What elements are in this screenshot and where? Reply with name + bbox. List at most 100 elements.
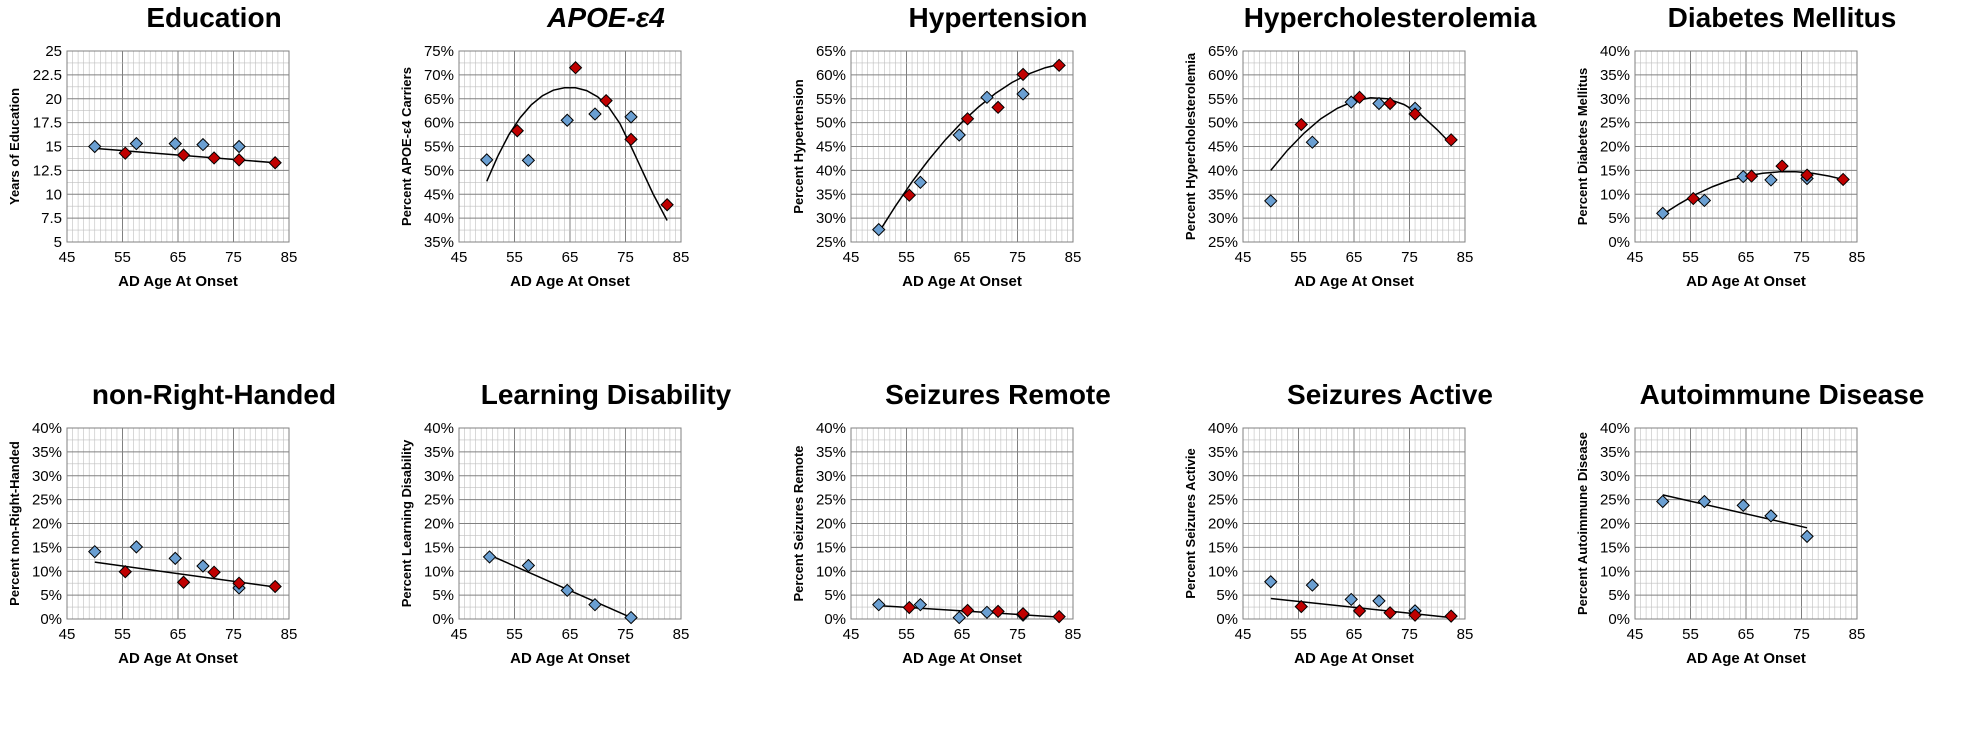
plot-border bbox=[66, 427, 290, 620]
chart-panel-9: Seizures Active 0% 5% 10% 15% 20% 25% 30% 35% 40%… bbox=[1176, 377, 1568, 754]
y-tick-label: 40% bbox=[816, 162, 846, 179]
data-point-blue bbox=[1697, 494, 1712, 509]
data-point-blue bbox=[1344, 592, 1358, 607]
x-tick-label: 75 bbox=[1793, 626, 1810, 643]
data-point-red bbox=[176, 148, 191, 162]
chart-title: APOE-ε4 bbox=[546, 2, 665, 33]
data-point-red bbox=[1294, 117, 1308, 132]
y-tick-label: 25% bbox=[32, 492, 62, 509]
data-point-red bbox=[510, 124, 524, 138]
data-point-blue bbox=[872, 597, 886, 612]
x-tick-label: 45 bbox=[451, 249, 468, 266]
x-tick-label: 55 bbox=[1290, 249, 1307, 266]
chart-panel-1: Education 5 7.5 10 12.5 15 17.5 20 22.5 25 45 55 65 7… bbox=[0, 0, 392, 377]
data-point-red bbox=[1686, 191, 1700, 206]
data-point-blue bbox=[1372, 594, 1386, 608]
x-tick-label: 45 bbox=[59, 249, 76, 266]
x-tick-label: 45 bbox=[1235, 626, 1252, 643]
y-tick-label: 35% bbox=[424, 444, 454, 461]
y-tick-label: 20 bbox=[45, 91, 62, 108]
x-tick-label: 85 bbox=[673, 249, 690, 266]
y-tick-label: 0% bbox=[1608, 234, 1630, 251]
data-point-blue bbox=[1736, 498, 1750, 513]
data-point-blue bbox=[1656, 206, 1670, 221]
x-axis-label: AD Age At Onset bbox=[902, 273, 1022, 290]
x-tick-label: 85 bbox=[281, 249, 298, 266]
y-tick-label: 5% bbox=[1608, 587, 1630, 604]
y-tick-label: 35% bbox=[1600, 444, 1630, 461]
data-point-blue bbox=[913, 175, 928, 190]
y-tick-label: 25 bbox=[45, 43, 62, 60]
x-axis-label: AD Age At Onset bbox=[1686, 273, 1806, 290]
y-tick-label: 40% bbox=[1208, 162, 1238, 179]
data-point-red bbox=[1836, 172, 1850, 187]
y-tick-label: 25% bbox=[816, 234, 846, 251]
x-tick-label: 85 bbox=[1457, 249, 1474, 266]
data-point-blue bbox=[232, 139, 246, 154]
trend-line bbox=[878, 63, 1060, 233]
data-point-blue bbox=[952, 610, 966, 625]
chart-svg: Hypertension 25% 30% 35% 40% 45% 50% 55% 60% 65% 4… bbox=[791, 2, 1087, 290]
x-tick-label: 65 bbox=[170, 626, 187, 643]
data-point-red bbox=[960, 603, 975, 618]
x-tick-label: 55 bbox=[898, 249, 915, 266]
y-tick-label: 25% bbox=[424, 492, 454, 509]
data-point-red bbox=[1016, 67, 1030, 82]
trend-line bbox=[1662, 494, 1808, 529]
data-point-blue bbox=[1656, 494, 1670, 509]
y-tick-label: 10% bbox=[424, 563, 454, 580]
x-tick-label: 55 bbox=[506, 249, 523, 266]
y-tick-label: 10% bbox=[816, 563, 846, 580]
x-tick-label: 55 bbox=[114, 249, 131, 266]
chart-svg: Learning Disability 0% 5% 10% 15% 20% 25% 30% 35… bbox=[399, 379, 732, 667]
y-axis-label: Percent Seizures Activie bbox=[1183, 448, 1198, 599]
y-tick-label: 60% bbox=[424, 115, 454, 132]
chart-svg: Seizures Remote 0% 5% 10% 15% 20% 25% 30% 35% 40%… bbox=[791, 379, 1111, 667]
data-point-blue bbox=[1264, 194, 1278, 208]
x-tick-label: 75 bbox=[1009, 249, 1026, 266]
y-tick-label: 25% bbox=[1600, 492, 1630, 509]
x-tick-label: 75 bbox=[225, 249, 242, 266]
data-point-red bbox=[660, 198, 674, 212]
data-point-blue bbox=[168, 136, 182, 151]
x-tick-label: 45 bbox=[843, 626, 860, 643]
data-point-blue bbox=[1264, 575, 1278, 589]
x-tick-label: 85 bbox=[1065, 626, 1082, 643]
data-point-red bbox=[207, 151, 221, 165]
y-tick-label: 5% bbox=[1216, 587, 1238, 604]
y-tick-label: 30% bbox=[1600, 91, 1630, 108]
x-axis-label: AD Age At Onset bbox=[1294, 273, 1414, 290]
data-point-red bbox=[1352, 604, 1367, 618]
x-tick-label: 85 bbox=[281, 626, 298, 643]
y-tick-label: 5% bbox=[824, 587, 846, 604]
y-tick-label: 5 bbox=[54, 234, 62, 251]
x-tick-label: 45 bbox=[1627, 249, 1644, 266]
data-point-blue bbox=[980, 605, 994, 620]
trend-line bbox=[489, 554, 632, 619]
x-tick-label: 65 bbox=[170, 249, 187, 266]
y-tick-label: 30% bbox=[1208, 468, 1238, 485]
data-point-blue bbox=[521, 153, 536, 168]
y-tick-label: 20% bbox=[32, 516, 62, 533]
data-point-red bbox=[1383, 96, 1397, 111]
y-tick-label: 30% bbox=[424, 468, 454, 485]
y-tick-label: 40% bbox=[816, 420, 846, 437]
y-tick-label: 40% bbox=[1208, 420, 1238, 437]
x-tick-label: 85 bbox=[1457, 626, 1474, 643]
y-tick-label: 10% bbox=[1600, 186, 1630, 203]
y-axis-label: Percent Diabetes Mellitus bbox=[1575, 68, 1590, 226]
x-tick-label: 65 bbox=[954, 249, 971, 266]
x-axis-label: AD Age At Onset bbox=[510, 273, 630, 290]
y-tick-label: 45% bbox=[1208, 139, 1238, 156]
chart-panel-10: Autoimmune Disease 0% 5% 10% 15% 20% 25% 30% 35%… bbox=[1568, 377, 1960, 754]
data-point-blue bbox=[129, 136, 144, 151]
chart-title: Seizures Remote bbox=[885, 379, 1111, 410]
x-tick-label: 75 bbox=[1401, 249, 1418, 266]
chart-panel-6: non-Right-Handed 0% 5% 10% 15% 20% 25% 30% 35% 40… bbox=[0, 377, 392, 754]
x-tick-label: 55 bbox=[506, 626, 523, 643]
y-tick-label: 65% bbox=[424, 91, 454, 108]
y-tick-label: 5% bbox=[432, 587, 454, 604]
chart-svg: non-Right-Handed 0% 5% 10% 15% 20% 25% 30% 35% 40… bbox=[7, 379, 336, 667]
x-tick-label: 45 bbox=[1627, 626, 1644, 643]
x-tick-label: 65 bbox=[562, 249, 579, 266]
